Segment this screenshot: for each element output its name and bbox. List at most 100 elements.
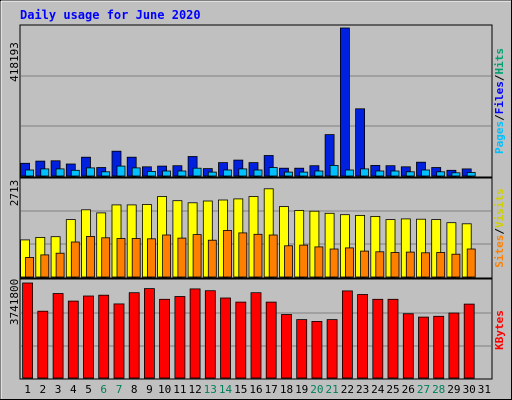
day-label-19: 19: [295, 383, 308, 396]
top-bar-hits-day-16: [248, 162, 259, 177]
top-bar-files-day-3: [55, 168, 65, 177]
top-bar-hits-day-21: [324, 134, 335, 177]
bottom-bar-kbytes-day-28: [433, 315, 445, 379]
middle-bar-sites-day-29: [451, 253, 461, 278]
top-series-label-part: /: [493, 74, 506, 81]
middle-bar-visits-day-20: [309, 210, 320, 278]
top-bar-files-day-16: [253, 169, 263, 177]
top-bar-files-day-7: [116, 165, 126, 177]
bottom-bar-kbytes-day-20: [311, 320, 323, 379]
top-bar-hits-day-14: [218, 162, 228, 177]
bottom-bar-kbytes-day-10: [159, 298, 171, 379]
bottom-bar-kbytes-day-1: [22, 282, 34, 379]
middle-panel-max-label: 2713: [8, 180, 21, 207]
bottom-bar-kbytes-day-24: [372, 298, 384, 379]
top-bar-files-day-30: [466, 172, 476, 177]
bottom-bar-kbytes-day-7: [113, 303, 125, 379]
middle-bar-sites-day-8: [131, 238, 141, 278]
middle-bar-sites-day-12: [192, 234, 202, 278]
bottom-bar-kbytes-day-26: [402, 313, 414, 379]
bar-marks: [20, 27, 476, 379]
day-label-22: 22: [341, 383, 354, 396]
top-bar-files-day-29: [451, 172, 461, 177]
bottom-bar-kbytes-day-9: [143, 288, 155, 379]
top-bar-hits-day-15: [233, 159, 244, 177]
bottom-bar-kbytes-day-13: [204, 290, 216, 379]
top-bar-hits-day-23: [355, 108, 366, 177]
top-bar-hits-day-27: [416, 161, 426, 177]
middle-bar-sites-day-15: [238, 232, 248, 278]
middle-bar-sites-day-23: [360, 250, 370, 278]
day-label-31: 31: [478, 383, 491, 396]
top-bar-files-day-10: [162, 170, 172, 177]
top-bar-files-day-24: [375, 170, 385, 177]
day-label-4: 4: [70, 383, 77, 396]
top-bar-hits-day-12: [187, 156, 198, 177]
day-label-13: 13: [204, 383, 217, 396]
top-bar-files-day-15: [238, 168, 248, 177]
middle-bar-visits-day-19: [294, 210, 305, 278]
bottom-bar-kbytes-day-4: [67, 300, 79, 379]
bottom-bar-kbytes-day-30: [463, 303, 475, 379]
day-label-17: 17: [265, 383, 278, 396]
middle-bar-sites-day-17: [268, 234, 278, 278]
day-tick-labels: 1 2 3 4 5 6 7 8 9 10 11 12 13 14 15 16 17 18 19 20 21 22 23 24 2…: [24, 383, 491, 396]
middle-bar-sites-day-16: [253, 233, 263, 278]
middle-bar-sites-day-3: [55, 252, 65, 278]
middle-bar-sites-day-30: [466, 248, 476, 278]
middle-bar-sites-day-21: [329, 248, 339, 278]
day-label-14: 14: [219, 383, 233, 396]
middle-bar-sites-day-1: [25, 256, 35, 278]
day-label-2: 2: [39, 383, 46, 396]
day-label-10: 10: [158, 383, 171, 396]
day-label-21: 21: [325, 383, 338, 396]
day-label-24: 24: [371, 383, 385, 396]
middle-bar-sites-day-6: [101, 237, 111, 278]
top-bar-files-day-8: [131, 167, 141, 177]
top-bar-hits-day-17: [263, 155, 274, 177]
middle-bar-sites-day-28: [436, 252, 446, 278]
day-label-15: 15: [234, 383, 247, 396]
top-bar-files-day-12: [192, 167, 202, 177]
bottom-bar-kbytes-day-11: [174, 296, 186, 379]
top-bar-files-day-5: [86, 167, 95, 177]
day-label-23: 23: [356, 383, 369, 396]
day-label-1: 1: [24, 383, 31, 396]
day-label-28: 28: [432, 383, 445, 396]
top-bar-files-day-22: [344, 169, 354, 177]
bottom-bar-kbytes-day-25: [387, 298, 399, 379]
middle-bar-sites-day-11: [177, 237, 187, 278]
top-bar-hits-day-7: [111, 150, 122, 177]
top-panel-max-label: 418193: [8, 42, 21, 82]
bottom-bar-kbytes-day-21: [326, 319, 338, 379]
top-bar-files-day-4: [70, 169, 80, 177]
top-bar-files-day-17: [268, 167, 278, 177]
bottom-bar-kbytes-day-3: [52, 293, 64, 379]
day-label-20: 20: [310, 383, 323, 396]
top-series-label: Pages/Files/Hits: [493, 48, 506, 154]
bottom-bar-kbytes-day-23: [357, 294, 369, 379]
bottom-bar-kbytes-day-18: [281, 314, 292, 379]
bottom-bar-kbytes-day-27: [418, 316, 429, 379]
chart-title: Daily usage for June 2020: [20, 8, 201, 22]
day-label-16: 16: [249, 383, 262, 396]
bottom-series-label: KBytes: [493, 310, 506, 350]
middle-bar-sites-day-9: [146, 238, 156, 278]
middle-bar-sites-day-2: [40, 254, 50, 278]
middle-bar-visits-day-22: [339, 214, 350, 278]
bottom-panel-max-label: 3741800: [8, 279, 21, 325]
day-label-26: 26: [402, 383, 415, 396]
top-bar-files-day-27: [421, 169, 430, 177]
top-bar-files-day-2: [40, 168, 50, 177]
bottom-bar-kbytes-day-2: [37, 310, 49, 379]
middle-bar-sites-day-7: [116, 238, 126, 278]
bottom-bar-kbytes-day-5: [83, 295, 94, 379]
top-bar-files-day-23: [360, 168, 370, 177]
day-label-7: 7: [116, 383, 123, 396]
top-bar-files-day-6: [101, 171, 111, 177]
day-label-8: 8: [131, 383, 138, 396]
day-label-3: 3: [55, 383, 62, 396]
top-series-label-part: Files: [493, 81, 506, 114]
